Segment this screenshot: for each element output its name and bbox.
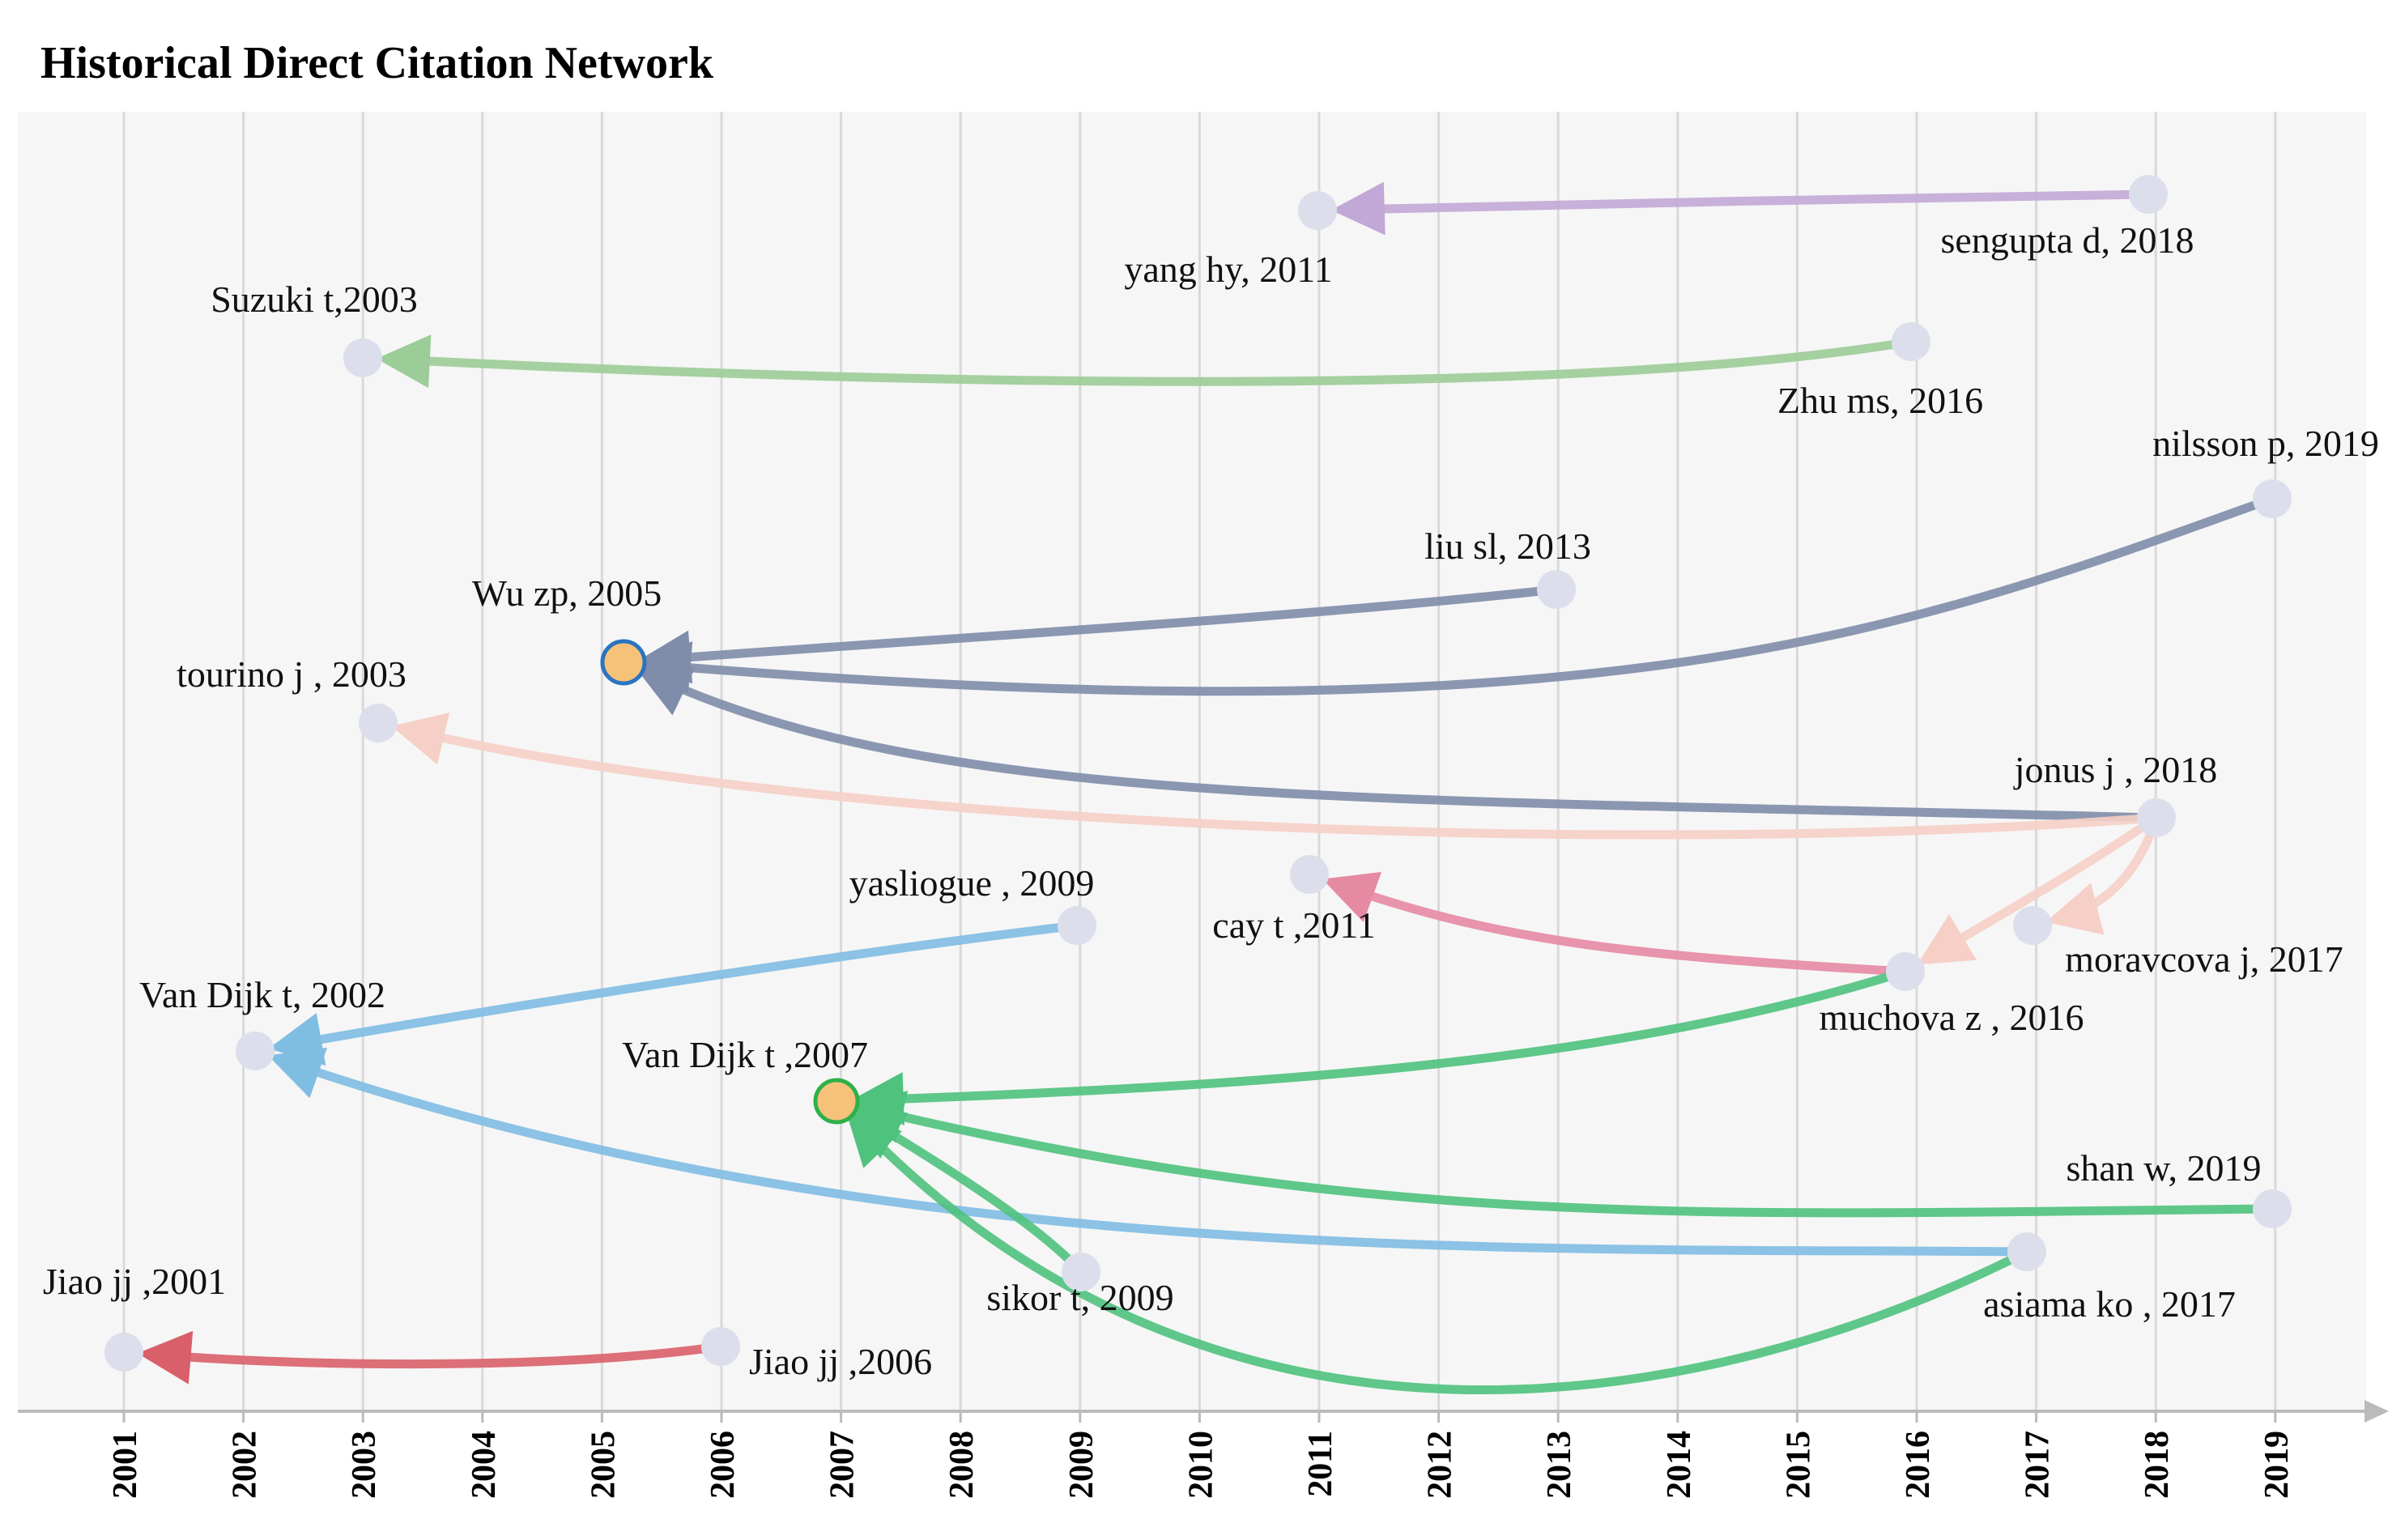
node-nilsson[interactable] bbox=[2253, 479, 2292, 518]
axis-arrowhead bbox=[2365, 1400, 2389, 1423]
axis-year-label: 2012 bbox=[1422, 1431, 1459, 1499]
axis-year-label: 2018 bbox=[2139, 1431, 2176, 1499]
edge-sengupta-to-yanghy bbox=[1330, 181, 2153, 236]
node-label-suzuki: Suzuki t,2003 bbox=[211, 279, 418, 320]
node-muchova[interactable] bbox=[1886, 952, 1925, 991]
edge-zhums-to-suzuki bbox=[376, 334, 1916, 389]
node-label-asiama: asiama ko , 2017 bbox=[1983, 1283, 2236, 1325]
axis-year-label: 2015 bbox=[1780, 1431, 1817, 1499]
node-liusl[interactable] bbox=[1537, 570, 1576, 609]
node-jiao2006[interactable] bbox=[701, 1327, 740, 1366]
node-jonus[interactable] bbox=[2137, 798, 2176, 837]
node-moravcova[interactable] bbox=[2013, 906, 2052, 945]
edge-asiama-to-vandijk2002 bbox=[267, 1047, 2032, 1257]
node-label-wuzp: Wu zp, 2005 bbox=[472, 572, 662, 614]
axis-year-label: 2016 bbox=[1900, 1431, 1937, 1499]
node-asiama[interactable] bbox=[2007, 1232, 2046, 1271]
node-label-cay: cay t ,2011 bbox=[1212, 904, 1375, 946]
node-label-liusl: liu sl, 2013 bbox=[1424, 525, 1591, 567]
node-suzuki[interactable] bbox=[343, 338, 382, 377]
edge-muchova-to-vandijk2007 bbox=[849, 967, 1910, 1126]
edge-muchova-to-cay bbox=[1322, 871, 1910, 976]
chart-title: Historical Direct Citation Network bbox=[40, 38, 714, 88]
axis-year-label: 2001 bbox=[107, 1431, 144, 1499]
time-axis: 2001 2002 2003 2004 2005 2006 2007 2008 2009 2010… bbox=[18, 1400, 2389, 1499]
node-yanghy[interactable] bbox=[1298, 191, 1337, 230]
axis-year-label: 2005 bbox=[585, 1431, 622, 1499]
node-label-yasliogue: yasliogue , 2009 bbox=[849, 862, 1095, 904]
node-label-jiao2006: Jiao jj ,2006 bbox=[749, 1341, 932, 1382]
axis-year-label: 2011 bbox=[1302, 1431, 1339, 1497]
edge-jonus-to-muchova bbox=[1917, 813, 2161, 965]
edge-asiama-to-vandijk2007 bbox=[845, 1111, 2032, 1395]
node-zhums[interactable] bbox=[1892, 322, 1930, 361]
node-label-tourino: tourino j , 2003 bbox=[177, 653, 407, 695]
axis-year-label: 2013 bbox=[1541, 1431, 1578, 1499]
node-label-shanw: shan w, 2019 bbox=[2066, 1147, 2261, 1189]
axis-year-label: 2003 bbox=[346, 1431, 383, 1499]
edge-jonus-to-tourino bbox=[391, 713, 2161, 840]
axis-year-label: 2014 bbox=[1661, 1431, 1698, 1499]
node-label-yanghy: yang hy, 2011 bbox=[1124, 249, 1332, 290]
axis-year-label: 2002 bbox=[227, 1431, 264, 1499]
axis-year-label: 2010 bbox=[1182, 1431, 1220, 1499]
node-label-jonus: jonus j , 2018 bbox=[2013, 749, 2217, 790]
node-label-moravcova: moravcova j, 2017 bbox=[2065, 938, 2343, 980]
edge-jonus-to-wuzp bbox=[636, 666, 2161, 823]
node-label-vandijk2007: Van Dijk t ,2007 bbox=[622, 1034, 868, 1075]
axis-year-label: 2008 bbox=[943, 1431, 981, 1499]
node-label-sengupta: sengupta d, 2018 bbox=[1940, 219, 2194, 261]
node-sengupta[interactable] bbox=[2129, 175, 2168, 214]
node-label-vandijk2002: Van Dijk t, 2002 bbox=[139, 974, 385, 1015]
axis-year-label: 2007 bbox=[824, 1431, 862, 1499]
node-vandijk2007[interactable] bbox=[813, 1078, 860, 1125]
node-wuzp[interactable] bbox=[600, 639, 647, 686]
node-yasliogue[interactable] bbox=[1058, 906, 1096, 945]
node-sikor[interactable] bbox=[1062, 1253, 1100, 1291]
edge-jiao2006-to-jiao2001 bbox=[137, 1330, 726, 1385]
edge-nilsson-to-wuzp bbox=[636, 494, 2277, 696]
node-label-jiao2001: Jiao jj ,2001 bbox=[43, 1261, 226, 1302]
paper-labels: sengupta d, 2018 yang hy, 2011 Suzuki t,20… bbox=[43, 219, 2379, 1382]
edge-liusl-to-wuzp bbox=[636, 585, 1561, 684]
paper-nodes bbox=[104, 175, 2292, 1372]
axis-year-label: 2009 bbox=[1063, 1431, 1100, 1499]
node-cay[interactable] bbox=[1290, 855, 1329, 894]
edge-jonus-to-moravcova bbox=[2045, 813, 2161, 935]
axis-year-label: 2006 bbox=[704, 1431, 742, 1499]
citation-edges bbox=[137, 181, 2277, 1395]
axis-year-label: 2019 bbox=[2258, 1431, 2296, 1499]
edge-yasliogue-to-vandijk2002 bbox=[268, 921, 1082, 1066]
node-shanw[interactable] bbox=[2253, 1189, 2292, 1228]
axis-year-label: 2017 bbox=[2020, 1431, 2057, 1499]
node-label-nilsson: nilsson p, 2019 bbox=[2152, 423, 2379, 464]
node-label-muchova: muchova z , 2016 bbox=[1819, 997, 2084, 1038]
node-label-zhums: Zhu ms, 2016 bbox=[1777, 380, 1983, 421]
node-vandijk2002[interactable] bbox=[236, 1032, 275, 1070]
node-tourino[interactable] bbox=[359, 704, 398, 742]
node-jiao2001[interactable] bbox=[104, 1333, 143, 1372]
node-label-sikor: sikor t, 2009 bbox=[986, 1277, 1173, 1318]
edge-shanw-to-vandijk2007 bbox=[849, 1091, 2277, 1218]
axis-year-label: 2004 bbox=[466, 1431, 503, 1499]
